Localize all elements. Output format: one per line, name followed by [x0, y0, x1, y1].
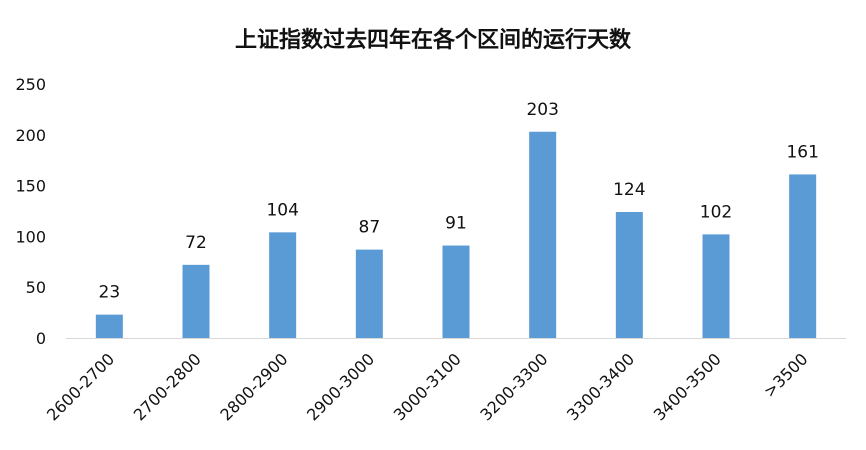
data-label: 102 — [700, 202, 732, 222]
y-tick-label: 100 — [15, 227, 46, 246]
x-tick-label: 3400-3500 — [650, 349, 725, 424]
chart-title: 上证指数过去四年在各个区间的运行天数 — [234, 28, 631, 53]
bar — [615, 212, 643, 338]
x-tick-label: 3000-3100 — [390, 349, 465, 424]
data-label: 91 — [445, 214, 467, 234]
data-label: 161 — [786, 142, 818, 162]
bar — [355, 249, 383, 338]
data-label: 72 — [185, 233, 207, 253]
data-label: 124 — [613, 180, 645, 200]
x-tick-label: >3500 — [760, 349, 812, 401]
bar — [182, 264, 210, 338]
bar — [95, 314, 123, 338]
x-tick-label: 2600-2700 — [43, 349, 118, 424]
data-label: 104 — [266, 200, 298, 220]
data-label: 203 — [526, 100, 558, 120]
bar — [789, 174, 817, 338]
x-tick-label: 3300-3400 — [563, 349, 638, 424]
y-tick-label: 200 — [15, 126, 46, 145]
data-label: 23 — [99, 283, 121, 303]
bar — [442, 245, 470, 338]
y-tick-label: 0 — [36, 329, 46, 348]
y-tick-label: 50 — [26, 278, 46, 297]
x-tick-label: 2800-2900 — [216, 349, 291, 424]
x-tick-label: 2700-2800 — [130, 349, 205, 424]
bar — [702, 234, 730, 338]
data-label: 87 — [359, 218, 381, 238]
bar — [269, 232, 297, 338]
y-tick-label: 150 — [15, 177, 46, 196]
y-tick-label: 250 — [15, 75, 46, 94]
x-tick-label: 3200-3300 — [476, 349, 551, 424]
bar — [529, 131, 557, 338]
x-tick-label: 2900-3000 — [303, 349, 378, 424]
